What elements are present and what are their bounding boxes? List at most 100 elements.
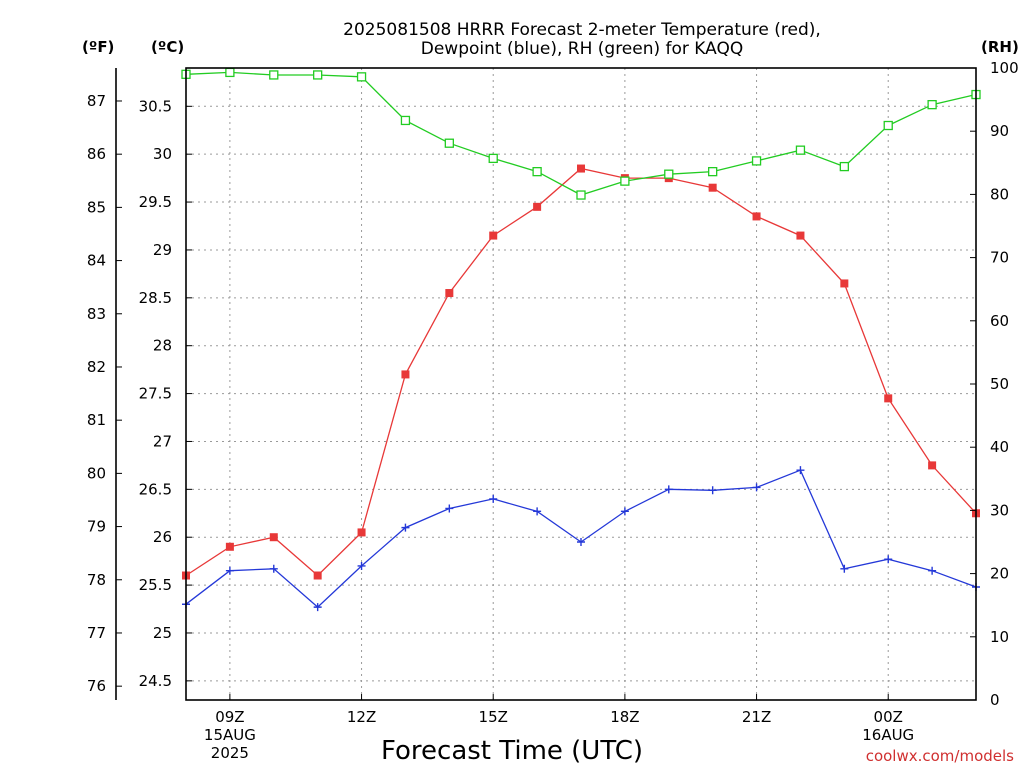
rh-point xyxy=(751,156,762,166)
celsius-tick-label: 29 xyxy=(153,241,172,259)
celsius-tick-label: 27.5 xyxy=(139,385,172,403)
rh-tick-label: 80 xyxy=(990,185,1009,203)
dewpoint-point xyxy=(401,523,410,532)
rh-point xyxy=(664,169,674,179)
x-tick-label: 12Z xyxy=(347,708,376,726)
temperature-point xyxy=(357,528,366,537)
temperature-point xyxy=(401,370,410,379)
rh-point xyxy=(795,145,806,155)
fahrenheit-axis: 76 77 78 79 80 81 82 83 84 85 86 87 xyxy=(87,92,122,695)
dewpoint-point xyxy=(445,504,454,513)
temperature-series xyxy=(182,164,980,580)
rh-point xyxy=(269,70,279,80)
celsius-tick-label: 25 xyxy=(153,624,172,642)
temperature-point xyxy=(445,289,454,298)
rh-point xyxy=(620,176,630,186)
dewpoint-point xyxy=(313,603,322,612)
celsius-unit-label: (ºC) xyxy=(151,38,184,56)
chart-title-line1: 2025081508 HRRR Forecast 2-meter Tempera… xyxy=(343,20,821,40)
celsius-tick-label: 28.5 xyxy=(139,289,172,307)
fahrenheit-tick-label: 84 xyxy=(87,252,106,270)
dewpoint-point xyxy=(884,555,893,564)
celsius-tick-label: 26 xyxy=(153,528,172,546)
dewpoint-point xyxy=(269,564,278,573)
rh-tick-label: 40 xyxy=(990,438,1009,456)
dewpoint-point xyxy=(796,466,805,475)
dewpoint-point xyxy=(225,566,234,575)
fahrenheit-unit-label: (ºF) xyxy=(82,38,114,56)
celsius-axis: 24.5 25 25.5 26 26.5 27 27.5 28 28.5 29 29.5 30 30.5 xyxy=(139,97,192,690)
fahrenheit-tick-label: 82 xyxy=(87,358,106,376)
x-tick-label: 18Z xyxy=(610,708,639,726)
rh-tick-label: 30 xyxy=(990,501,1009,519)
temperature-point xyxy=(752,212,761,221)
rh-point xyxy=(708,166,718,177)
dewpoint-point xyxy=(489,494,498,503)
x-tick-label: 00Z xyxy=(874,708,903,726)
rh-point xyxy=(488,153,498,164)
rh-unit-label: (RH) xyxy=(981,38,1019,56)
dewpoint-point xyxy=(620,507,629,516)
dewpoint-point xyxy=(708,486,717,495)
plot-frame xyxy=(185,67,977,701)
celsius-tick-label: 27 xyxy=(153,432,172,450)
celsius-tick-label: 30 xyxy=(153,145,172,163)
celsius-tick-label: 26.5 xyxy=(139,480,172,498)
rh-tick-label: 100 xyxy=(990,59,1019,77)
x-tick-label: 2025 xyxy=(211,744,249,762)
fahrenheit-tick-label: 78 xyxy=(87,571,106,589)
dewpoint-point xyxy=(664,485,673,494)
rh-tick-label: 60 xyxy=(990,312,1009,330)
fahrenheit-tick-label: 81 xyxy=(87,411,106,429)
temperature-point xyxy=(840,279,849,288)
x-tick-label: 15Z xyxy=(479,708,508,726)
celsius-tick-label: 24.5 xyxy=(139,672,172,690)
dewpoint-point xyxy=(752,483,761,492)
x-tick-label: 16AUG xyxy=(862,726,914,744)
rh-tick-label: 90 xyxy=(990,122,1009,140)
grid-lines xyxy=(186,68,976,700)
temperature-point xyxy=(884,394,893,403)
temperature-point xyxy=(313,571,322,580)
rh-line xyxy=(185,71,977,196)
fahrenheit-tick-label: 80 xyxy=(87,464,106,482)
temperature-point xyxy=(533,202,542,211)
rh-tick-label: 0 xyxy=(990,691,1000,709)
rh-point xyxy=(927,100,937,110)
rh-point xyxy=(576,190,586,200)
x-tick-label: 15AUG xyxy=(204,726,256,744)
fahrenheit-tick-label: 85 xyxy=(87,198,106,216)
celsius-tick-label: 30.5 xyxy=(139,97,172,115)
temperature-point xyxy=(577,164,585,173)
dewpoint-point xyxy=(357,561,366,570)
rh-point xyxy=(313,70,323,80)
fahrenheit-tick-label: 79 xyxy=(87,518,106,536)
fahrenheit-tick-label: 83 xyxy=(87,305,106,323)
celsius-tick-label: 25.5 xyxy=(139,576,172,594)
temperature-point xyxy=(269,533,278,542)
series-layer xyxy=(181,67,981,612)
celsius-tick-label: 28 xyxy=(153,337,172,355)
dewpoint-point xyxy=(577,538,585,546)
rh-axis: 0 10 20 30 40 50 60 70 80 90 100 xyxy=(970,59,1019,709)
temperature-point xyxy=(225,542,234,551)
rh-point xyxy=(356,72,367,82)
rh-tick-label: 50 xyxy=(990,375,1009,393)
x-tick-label: 21Z xyxy=(742,708,771,726)
x-axis-title: Forecast Time (UTC) xyxy=(381,736,643,766)
rh-point xyxy=(532,166,542,177)
fahrenheit-tick-label: 76 xyxy=(87,677,106,695)
temperature-line xyxy=(185,167,977,577)
temperature-point xyxy=(708,183,717,192)
rh-point xyxy=(883,120,893,131)
temperature-point xyxy=(928,461,937,470)
dewpoint-point xyxy=(533,507,542,516)
dewpoint-point xyxy=(840,564,849,573)
celsius-tick-label: 29.5 xyxy=(139,193,172,211)
fahrenheit-tick-label: 77 xyxy=(87,624,106,642)
fahrenheit-tick-label: 87 xyxy=(87,92,106,110)
x-tick-label: 09Z xyxy=(215,708,244,726)
chart-title-line2: Dewpoint (blue), RH (green) for KAQQ xyxy=(421,39,744,59)
